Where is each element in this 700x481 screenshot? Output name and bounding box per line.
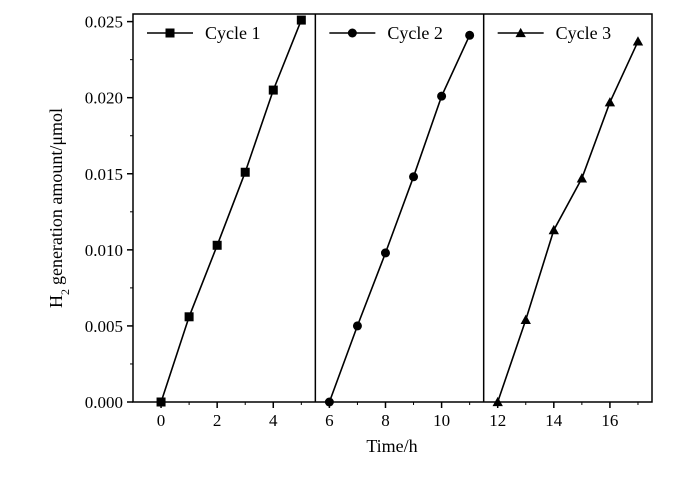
legend-1-label: Cycle 1 (205, 23, 261, 43)
x-tick-label-5: 10 (433, 411, 450, 430)
x-tick-label-0: 0 (157, 411, 166, 430)
series-2 (324, 30, 475, 407)
series-3-point-1 (520, 314, 531, 324)
legend-item-3: Cycle 3 (497, 23, 612, 43)
series-3 (492, 36, 644, 407)
x-tick-label-3: 6 (325, 411, 334, 430)
legend-3-marker (515, 27, 526, 38)
x-tick-label-6: 12 (489, 411, 506, 430)
series-3-point-5 (632, 36, 644, 46)
series-1-point-3 (240, 167, 250, 177)
x-tick-label-1: 2 (213, 411, 222, 430)
y-tick-label-5: 0.025 (85, 13, 123, 32)
y-tick-label-1: 0.005 (85, 317, 123, 336)
x-tick-label-4: 8 (381, 411, 390, 430)
series-2-point-5 (465, 30, 475, 40)
series-3-point-3 (576, 173, 588, 183)
legend-item-2: Cycle 2 (329, 23, 443, 43)
y-axis-title-group: H2 generation amount/μmol (46, 108, 72, 308)
legend-2-marker (347, 28, 357, 38)
axes: 0 2 4 6 8 10 12 14 16 0.000 0.005 0.010 0.015 0.020 0.… (85, 13, 639, 430)
legend-2-label: Cycle 2 (387, 23, 443, 43)
series-2-point-1 (352, 321, 362, 331)
legend-1-marker (165, 28, 175, 38)
series-layer (156, 15, 644, 407)
series-2-point-4 (437, 91, 447, 101)
series-1-point-5 (296, 15, 306, 25)
y-axis-title-prefix: H (46, 295, 66, 308)
x-tick-label-2: 4 (269, 411, 278, 430)
series-1-point-4 (268, 85, 278, 95)
y-axis-title-rest: generation amount/μmol (46, 108, 66, 285)
y-axis-title-subscript: 2 (58, 289, 72, 295)
series-1-point-2 (212, 240, 222, 250)
x-axis-title: Time/h (366, 436, 417, 456)
legend: Cycle 1 Cycle 2 Cycle 3 (147, 23, 611, 43)
svg-text:H2generation amount/μmol: H2 generation amount/μmol (46, 108, 72, 308)
y-tick-label-4: 0.020 (85, 89, 123, 108)
series-3-point-2 (548, 224, 559, 235)
y-tick-label-3: 0.015 (85, 165, 123, 184)
x-tick-label-8: 16 (601, 411, 618, 430)
series-1-line (160, 19, 303, 403)
series-2-point-3 (409, 172, 419, 182)
plot-frame (132, 13, 653, 403)
panel-dividers (314, 14, 485, 402)
series-3-line (496, 41, 639, 403)
y-tick-label-2: 0.010 (85, 241, 123, 260)
legend-3-label: Cycle 3 (556, 23, 612, 43)
series-1-point-1 (184, 312, 194, 322)
y-tick-label-0: 0.000 (85, 393, 123, 412)
series-3-point-4 (604, 97, 616, 107)
x-tick-label-7: 14 (545, 411, 563, 430)
series-2-line (328, 34, 471, 403)
series-1 (156, 15, 306, 407)
series-2-point-2 (380, 248, 390, 258)
legend-item-1: Cycle 1 (147, 23, 261, 43)
